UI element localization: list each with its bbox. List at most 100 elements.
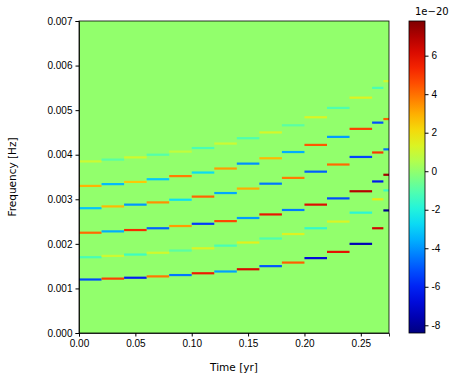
- cell: [147, 252, 170, 254]
- cell: [237, 163, 260, 165]
- xticks-tick-mark: [192, 333, 193, 337]
- colorbar-tick-label: 0: [432, 166, 438, 177]
- yticks-axis: 0.0000.0010.0020.0030.0040.0050.0060.007: [47, 16, 79, 339]
- colorbar-axis-line: [426, 22, 429, 334]
- cell: [327, 220, 350, 222]
- cell: [102, 278, 125, 280]
- cell: [79, 185, 102, 187]
- cell: [237, 137, 260, 139]
- cell: [327, 197, 350, 199]
- yticks-tick-label: 0.000: [47, 328, 72, 339]
- cell: [383, 118, 389, 120]
- cell: [79, 256, 102, 258]
- cell: [383, 148, 389, 150]
- yticks-tick-mark: [76, 288, 80, 289]
- cell: [327, 136, 350, 138]
- colorbar-tick-mark: [425, 248, 429, 249]
- colorbar-tick: -2: [425, 204, 441, 215]
- cell: [192, 272, 215, 274]
- cell: [282, 177, 305, 179]
- cell: [124, 156, 147, 158]
- yticks-tick-mark: [76, 155, 80, 156]
- cell: [102, 159, 125, 161]
- xticks-tick: 0.15: [239, 333, 259, 349]
- cell: [192, 196, 215, 198]
- yticks-tick: 0.003: [47, 194, 79, 205]
- cell: [192, 223, 215, 225]
- xticks-tick-label: 0.25: [352, 338, 372, 349]
- cell: [79, 207, 102, 209]
- colorbar-tick-mark: [425, 325, 429, 326]
- cell: [259, 213, 282, 215]
- cell: [372, 227, 383, 229]
- yticks-axis-line: [76, 22, 80, 334]
- cell: [169, 249, 192, 251]
- cell: [124, 229, 147, 231]
- colorbar-tick-label: -4: [432, 243, 441, 254]
- cell: [304, 227, 327, 229]
- cell: [304, 171, 327, 173]
- cell: [79, 278, 102, 280]
- cell: [169, 175, 192, 177]
- cell: [282, 209, 305, 211]
- cell: [192, 147, 215, 149]
- cell: [124, 253, 147, 255]
- cell: [214, 220, 237, 222]
- yticks-tick-label: 0.007: [47, 16, 72, 27]
- xticks-tick: 0.20: [295, 333, 315, 349]
- colorbar-tick: 6: [425, 50, 438, 61]
- yticks-tick: 0.007: [47, 16, 79, 27]
- xticks-tick-mark: [248, 333, 249, 337]
- colorbar-offset: 1e−20: [415, 6, 449, 17]
- yticks-tick-mark: [76, 333, 80, 334]
- cell: [350, 97, 373, 99]
- cell: [259, 157, 282, 159]
- cell: [124, 204, 147, 206]
- xticks-tick-label: 0.00: [70, 338, 90, 349]
- cell: [192, 247, 215, 249]
- cell: [350, 156, 373, 158]
- cell: [327, 107, 350, 109]
- cell: [147, 178, 170, 180]
- cell: [214, 142, 237, 144]
- plot-background: [79, 21, 389, 333]
- yticks-tick: 0.004: [47, 149, 79, 160]
- cell: [169, 274, 192, 276]
- cell: [102, 205, 125, 207]
- cell: [350, 128, 373, 130]
- xticks-tick-label: 0.10: [182, 338, 202, 349]
- cell: [350, 190, 373, 192]
- xticks-tick-mark: [304, 333, 305, 337]
- cell: [282, 233, 305, 235]
- xticks-tick-label: 0.05: [126, 338, 146, 349]
- xticks-tick-mark: [361, 333, 362, 337]
- colorbar-tick-mark: [425, 287, 429, 288]
- cell: [350, 243, 373, 245]
- colorbar-tick: 4: [425, 89, 438, 100]
- y-axis-title: Frequency [Hz]: [6, 137, 18, 216]
- cell: [372, 180, 383, 182]
- cell: [304, 144, 327, 146]
- colorbar-axis: -8-6-4-20246: [425, 22, 441, 334]
- yticks-tick-label: 0.003: [47, 194, 72, 205]
- cell: [372, 198, 383, 200]
- yticks-tick: 0.001: [47, 283, 79, 294]
- colorbar-tick-mark: [425, 133, 429, 134]
- cell: [147, 154, 170, 156]
- cell: [147, 227, 170, 229]
- cell: [79, 232, 102, 234]
- yticks-tick: 0.002: [47, 239, 79, 250]
- colorbar-tick-label: 2: [432, 127, 438, 138]
- cell: [383, 174, 389, 176]
- yticks-tick-mark: [76, 244, 80, 245]
- yticks-tick-label: 0.006: [47, 60, 72, 71]
- colorbar-tick-mark: [425, 210, 429, 211]
- cell: [282, 151, 305, 153]
- xticks-axis: 0.00 0.05 0.10 0.15 0.20 0.25: [70, 333, 390, 349]
- cell: [192, 171, 215, 173]
- cell: [259, 265, 282, 267]
- cell: [124, 277, 147, 279]
- cell: [259, 131, 282, 133]
- cell: [383, 189, 389, 191]
- cell: [237, 241, 260, 243]
